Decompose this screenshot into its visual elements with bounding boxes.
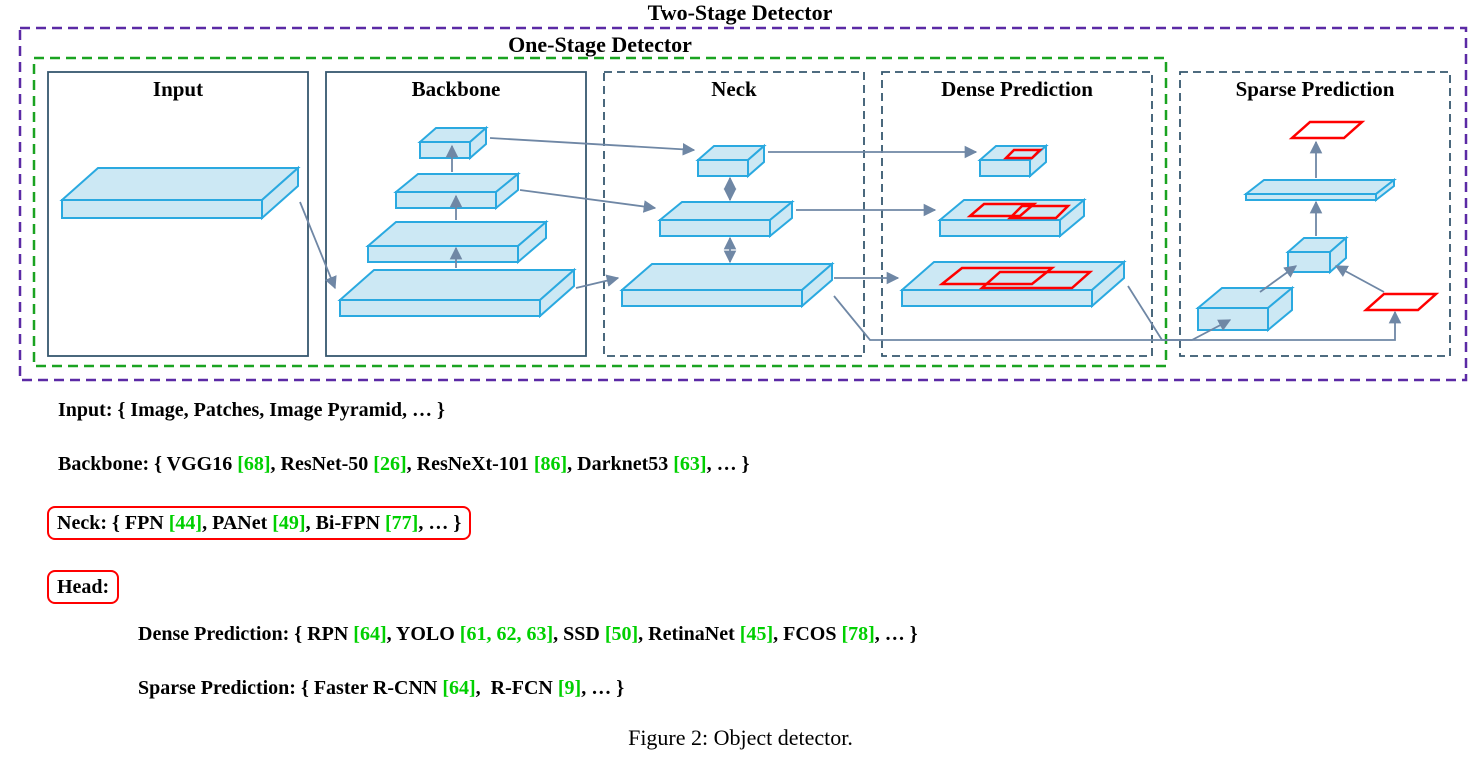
legend-dense: Dense Prediction: { RPN [64], YOLO [61, … [58,622,918,646]
input-slab [62,168,298,218]
backbone-slab-3 [368,222,546,262]
neck-slab-1 [698,146,764,176]
panel-input-label: Input [153,77,203,101]
legend-input: Input: { Image, Patches, Image Pyramid, … [58,398,918,422]
panel-neck-label: Neck [711,77,757,101]
neck-slab-2 [660,202,792,236]
one-stage-title: One-Stage Detector [508,32,692,57]
sparse-output [1292,122,1362,138]
legend-backbone: Backbone: { VGG16 [68], ResNet-50 [26], … [58,452,918,476]
legend-head: Head: [58,570,918,604]
panel-backbone-label: Backbone [412,77,501,101]
legend-neck: Neck: { FPN [44], PANet [49], Bi-FPN [77… [58,506,918,540]
backbone-slab-1 [420,128,486,158]
backbone-slab-4 [340,270,574,316]
backbone-slab-2 [396,174,518,208]
legend-input-body: { Image, Patches, Image Pyramid, … } [117,399,444,421]
legend-input-label: Input: [58,399,112,421]
figure-caption: Figure 2: Object detector. [0,725,1481,751]
dense-slab-3 [902,262,1124,306]
two-stage-title: Two-Stage Detector [648,0,833,25]
panel-sparse-label: Sparse Prediction [1236,77,1395,101]
sparse-thin-slab [1246,180,1394,200]
neck-slab-3 [622,264,832,306]
sparse-red-proposal [1366,294,1436,310]
panel-dense-label: Dense Prediction [941,77,1093,101]
dense-slab-2 [940,200,1084,236]
sparse-feat-slab [1198,288,1292,330]
legend-sparse: Sparse Prediction: { Faster R-CNN [64], … [58,676,918,700]
architecture-diagram: Two-Stage Detector One-Stage Detector In… [0,0,1481,395]
dense-slab-1 [980,146,1046,176]
component-legend: Input: { Image, Patches, Image Pyramid, … [58,398,918,730]
